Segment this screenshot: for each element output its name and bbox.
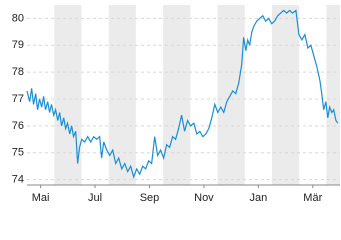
- y-tick-label: 79: [12, 39, 24, 51]
- x-tick-label: Mai: [32, 192, 50, 204]
- y-tick-label: 75: [12, 147, 24, 159]
- y-tick-label: 74: [12, 174, 24, 186]
- x-tick-label: Nov: [194, 192, 214, 204]
- y-tick-label: 78: [12, 66, 24, 78]
- y-tick-label: 76: [12, 120, 24, 132]
- month-band: [271, 5, 300, 185]
- x-tick-label: Mär: [303, 192, 322, 204]
- month-band: [108, 5, 136, 185]
- x-tick-label: Jul: [88, 192, 102, 204]
- price-line: [26, 9, 339, 179]
- month-band: [163, 5, 191, 185]
- x-tick-label: Jan: [249, 192, 267, 204]
- y-tick-label: 80: [12, 12, 24, 24]
- y-tick-label: 77: [12, 93, 24, 105]
- month-band: [326, 5, 340, 185]
- x-tick-label: Sep: [140, 192, 160, 204]
- chart: 74 75 76 77 78 79 80 Mai Jul Sep Nov Jan Mär: [12, 5, 340, 204]
